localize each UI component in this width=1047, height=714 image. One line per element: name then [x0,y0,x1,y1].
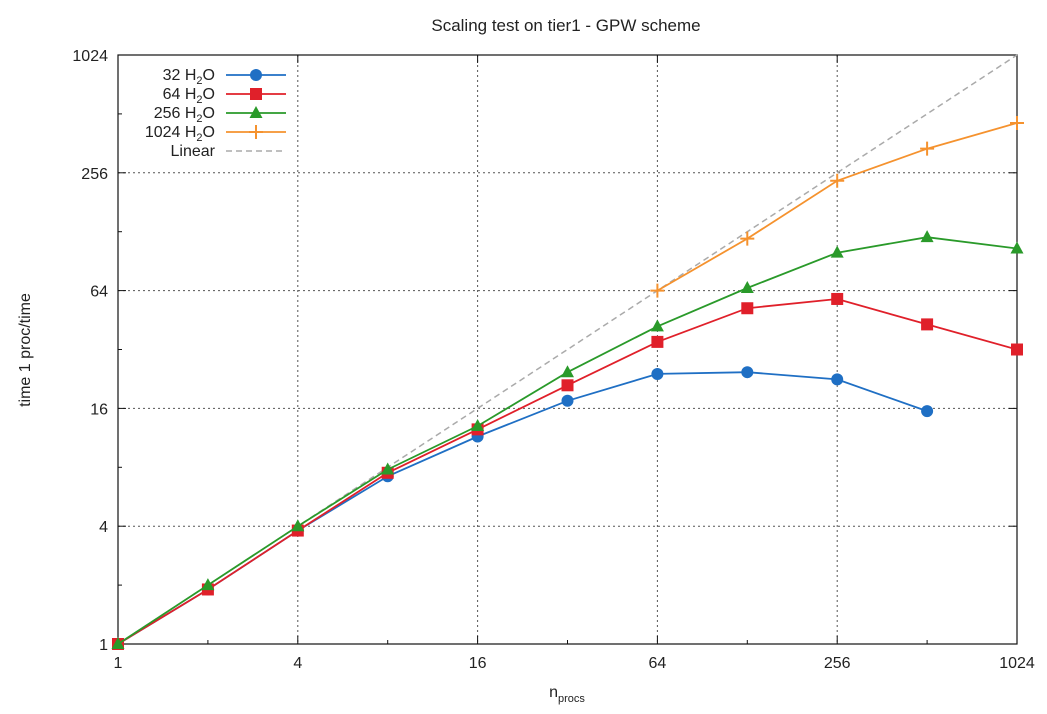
y-tick-label: 4 [99,519,108,536]
x-tick-label: 256 [824,655,851,672]
data-point-32-h2o [831,373,844,386]
data-point-256-h2o [650,319,664,332]
legend-marker-256-h2o [249,106,263,118]
x-tick-label: 16 [469,655,487,672]
x-axis-label-sub: procs [558,693,585,705]
legend-label-text: 256 H [154,105,197,122]
data-point-1024-h2o [920,141,935,156]
legend-marker-32-h2o [250,69,262,81]
legend-label-256-h2o: 256 H2O [154,105,215,125]
y-tick-label: 16 [90,401,108,418]
x-tick-label: 64 [649,655,667,672]
data-point-64-h2o [1011,343,1023,356]
data-point-64-h2o [921,318,934,331]
x-tick-label: 1 [114,655,123,672]
x-axis-label: nprocs [549,684,585,705]
legend-label-32-h2o: 32 H2O [163,67,215,87]
data-point-1024-h2o [740,231,755,246]
data-point-32-h2o [561,394,574,407]
legend-label-text: 64 H [163,86,197,103]
legend-label-linear: Linear [171,143,216,160]
legend-label-subscript: 2 [196,75,202,87]
series-line-256-h2o [117,236,1018,645]
series-1024-h2o [650,116,1024,298]
legend-entry-256-h2o: 256 H2O [154,105,286,125]
legend-label-text: 32 H [163,67,197,84]
data-point-32-h2o [651,367,664,380]
legend-label-suffix: O [203,105,215,122]
data-point-256-h2o [111,637,125,649]
legend-label-text: 1024 H [145,124,197,141]
data-point-256-h2o [561,365,574,378]
series-linear [117,54,1018,645]
legend-label-suffix: O [203,86,215,103]
data-point-64-h2o [831,292,844,305]
data-point-64-h2o [741,302,754,315]
legend-label-subscript: 2 [196,94,202,106]
data-point-1024-h2o [650,283,665,298]
legend-entry-64-h2o: 64 H2O [163,86,286,106]
legend-label-subscript: 2 [196,113,202,125]
series-layer [111,54,1024,650]
data-point-64-h2o [651,335,664,348]
legend-label-subscript: 2 [196,132,202,144]
series-line-linear [117,54,1018,645]
series-256-h2o [111,230,1024,649]
legend-entry-32-h2o: 32 H2O [163,67,286,87]
data-point-256-h2o [381,462,395,475]
data-point-256-h2o [830,245,844,258]
y-tick-label: 64 [90,284,108,301]
x-tick-label: 1024 [999,655,1035,672]
x-tick-label: 4 [293,655,302,672]
y-axis-label: time 1 proc/time [17,293,34,407]
legend-label-1024-h2o: 1024 H2O [145,124,215,144]
data-point-256-h2o [740,280,754,293]
data-point-32-h2o [741,366,754,379]
legend-label-text: Linear [171,143,216,160]
series-64-h2o [112,292,1023,650]
legend-label-suffix: O [203,67,215,84]
y-tick-label: 1 [99,637,108,654]
data-point-64-h2o [561,379,574,392]
data-point-1024-h2o [1010,116,1024,131]
data-point-256-h2o [201,578,215,591]
x-axis-label-main: n [549,684,558,701]
chart-title: Scaling test on tier1 - GPW scheme [431,16,700,35]
y-tick-label: 1024 [72,48,108,65]
y-tick-label: 256 [81,166,108,183]
series-line-64-h2o [117,298,1018,645]
legend-entry-linear: Linear [171,143,286,160]
data-point-256-h2o [471,419,485,432]
legend-marker-64-h2o [250,88,262,100]
series-line-32-h2o [117,371,928,645]
data-point-256-h2o [1010,241,1024,254]
data-point-256-h2o [291,519,305,532]
legend-label-64-h2o: 64 H2O [163,86,215,106]
data-point-32-h2o [921,405,934,418]
data-point-256-h2o [920,230,934,243]
legend-label-suffix: O [203,124,215,141]
legend-marker-1024-h2o [249,125,263,139]
grid [118,55,1017,644]
data-point-1024-h2o [830,173,845,188]
legend-entry-1024-h2o: 1024 H2O [145,124,286,144]
axes: 1 4 16 64 256 1024 1 4 16 64 256 1024 [72,48,1034,672]
